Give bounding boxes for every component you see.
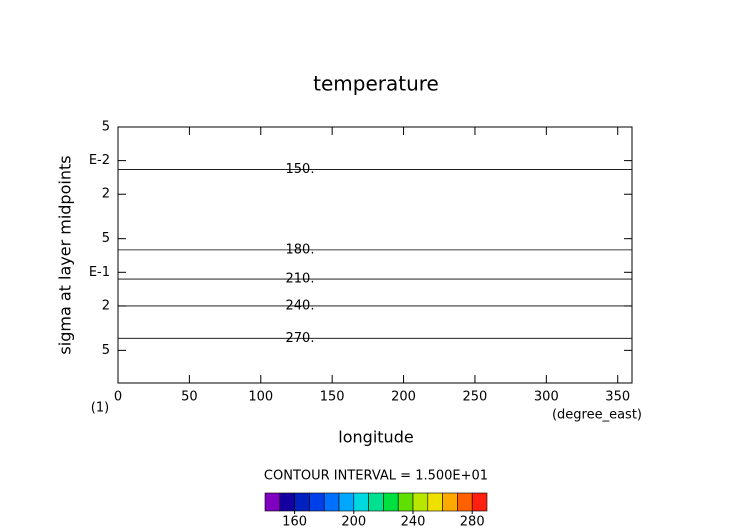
y-tick-label: 5	[102, 120, 110, 135]
colorbar-box	[471, 492, 488, 512]
colorbar-box	[427, 492, 443, 512]
x-axis-label: longitude	[338, 428, 413, 447]
y-tick-label: 5	[102, 343, 110, 358]
colorbar-box	[457, 492, 473, 512]
contour-label: 210.	[286, 272, 315, 287]
x-tick-label: 150	[320, 390, 345, 405]
colorbar-box	[397, 492, 414, 512]
x-tick-label: 0	[114, 390, 122, 405]
plot-frame	[117, 126, 633, 384]
colorbar-box	[368, 492, 384, 512]
colorbar-box	[279, 492, 295, 512]
contour-label: 180.	[286, 242, 315, 257]
colorbar-box	[294, 492, 310, 512]
y-tick-label: 5	[102, 231, 110, 246]
y-tick-label: 2	[102, 298, 110, 313]
colorbar-label: 200	[341, 515, 366, 530]
x-unit: (degree_east)	[552, 408, 642, 423]
colorbar-box	[412, 492, 429, 512]
contour-label: 270.	[286, 331, 315, 346]
x-tick-label: 250	[463, 390, 488, 405]
y-axis-label: sigma at layer midpoints	[56, 155, 75, 354]
x-tick-label: 300	[534, 390, 559, 405]
colorbar-box	[383, 492, 399, 512]
x-tick-label: 50	[181, 390, 198, 405]
contour-label: 150.	[286, 162, 315, 177]
colorbar-label: 280	[460, 515, 485, 530]
colorbar-box	[323, 492, 340, 512]
x-tick-label: 200	[391, 390, 416, 405]
y-tick-label: E-2	[89, 153, 110, 168]
colorbar-box	[442, 492, 458, 512]
colorbar-label: 160	[282, 515, 307, 530]
colorbar-box	[338, 492, 355, 512]
y-unit: (1)	[91, 401, 109, 416]
contour-label: 240.	[286, 298, 315, 313]
chart-title: temperature	[313, 72, 439, 96]
x-tick-label: 350	[605, 390, 630, 405]
colorbar-box	[264, 492, 281, 512]
y-tick-label: 2	[102, 187, 110, 202]
colorbar-box	[353, 492, 369, 512]
colorbar-box	[309, 492, 325, 512]
colorbar-label: 240	[401, 515, 426, 530]
x-tick-label: 100	[248, 390, 273, 405]
contour-interval: CONTOUR INTERVAL = 1.500E+01	[264, 469, 488, 484]
y-tick-label: E-1	[89, 265, 110, 280]
